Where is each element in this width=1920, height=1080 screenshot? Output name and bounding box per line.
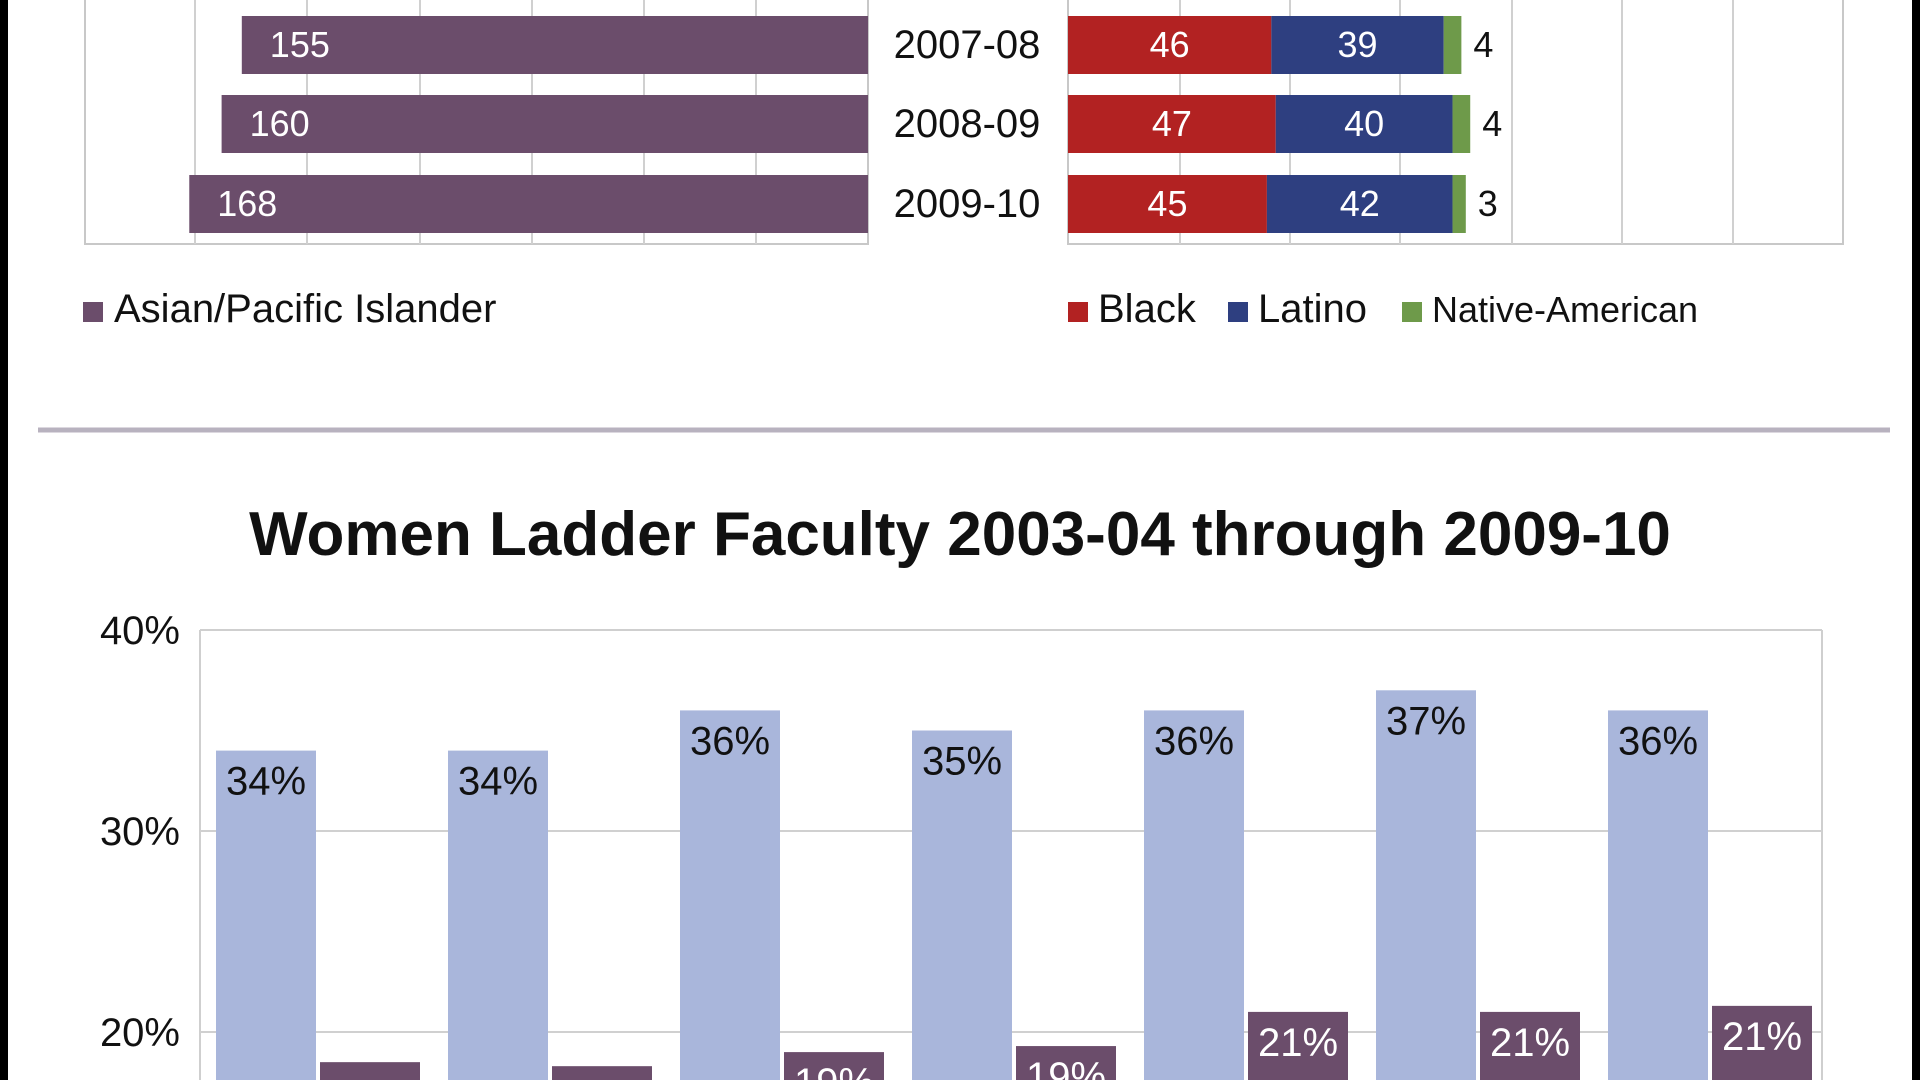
bar-data-label: 36% <box>690 719 770 763</box>
legend-label: Native-American <box>1432 289 1698 330</box>
bar-series-2 <box>1248 1011 1348 1080</box>
legend-swatch <box>1228 302 1248 322</box>
legend-swatch <box>1068 302 1088 322</box>
bar-data-label: 34% <box>226 760 306 804</box>
bar-data-label: 19% <box>1026 1055 1106 1080</box>
ethnicity-bar-chart: 155 160 168 2007-08 2008-09 2009-10 46 39 4 47 40 4… <box>83 0 1844 331</box>
bar-label: 40 <box>1344 103 1384 144</box>
bar-label: 4 <box>1482 103 1502 144</box>
bar-label: 46 <box>1150 24 1190 65</box>
bar-series-1 <box>1608 710 1708 1080</box>
category-label: 2009-10 <box>894 182 1041 226</box>
bar-series-2 <box>552 1066 652 1080</box>
bar-series-2 <box>1016 1046 1116 1080</box>
legend-swatch <box>1402 302 1422 322</box>
bar-native-american <box>1452 175 1466 233</box>
bar-native-american <box>1443 16 1462 74</box>
category-label: 2007-08 <box>894 23 1041 67</box>
legend-swatch <box>83 302 103 322</box>
bar-data-label: 21% <box>1258 1021 1338 1065</box>
bar-data-label: 37% <box>1386 699 1466 743</box>
bar-black <box>1068 16 1272 74</box>
bar-asian-pacific-islander <box>189 175 868 233</box>
legend-label: Black <box>1098 287 1197 331</box>
bar-series-2 <box>1480 1011 1580 1080</box>
bar-native-american <box>1452 95 1471 153</box>
bar-label: 3 <box>1478 183 1498 224</box>
legend-label: Asian/Pacific Islander <box>114 287 496 331</box>
bar-asian-pacific-islander <box>241 16 869 74</box>
y-tick-label: 20% <box>100 1011 180 1055</box>
bar-data-label: 21% <box>1722 1015 1802 1059</box>
bar-label: 4 <box>1473 24 1493 65</box>
bar-data-label: 36% <box>1618 719 1698 763</box>
category-label: 2008-09 <box>894 102 1041 146</box>
bar-series-1 <box>1144 710 1244 1080</box>
bar-label: 168 <box>217 183 277 224</box>
chart-title: Women Ladder Faculty 2003-04 through 200… <box>249 500 1671 569</box>
bar-series-1 <box>448 750 548 1080</box>
bar-data-label: 34% <box>458 760 538 804</box>
bar-black <box>1068 95 1276 153</box>
y-tick-label: 30% <box>100 810 180 854</box>
bar-data-label: 35% <box>922 740 1002 784</box>
bar-series-1 <box>1376 690 1476 1080</box>
bar-series-1 <box>216 750 316 1080</box>
bar-asian-pacific-islander <box>221 95 869 153</box>
bar-series-2 <box>1712 1005 1812 1080</box>
women-faculty-bar-chart: Women Ladder Faculty 2003-04 through 200… <box>100 500 1823 1080</box>
bar-label: 45 <box>1147 183 1187 224</box>
bar-series-1 <box>912 730 1012 1080</box>
bar-series-1 <box>680 710 780 1080</box>
bar-data-label: 19% <box>794 1061 874 1080</box>
bar-series-2 <box>320 1062 420 1080</box>
bar-latino <box>1275 95 1453 153</box>
bar-data-label: 36% <box>1154 719 1234 763</box>
bar-latino <box>1266 175 1453 233</box>
bar-label: 47 <box>1152 103 1192 144</box>
bar-label: 39 <box>1337 24 1377 65</box>
bar-label: 160 <box>250 103 310 144</box>
bar-label: 42 <box>1340 183 1380 224</box>
bar-latino <box>1271 16 1444 74</box>
y-tick-label: 40% <box>100 609 180 653</box>
legend-label: Latino <box>1258 287 1367 331</box>
bar-data-label: 21% <box>1490 1021 1570 1065</box>
bar-series-2 <box>784 1052 884 1080</box>
bar-label: 155 <box>270 24 330 65</box>
bar-black <box>1068 175 1267 233</box>
